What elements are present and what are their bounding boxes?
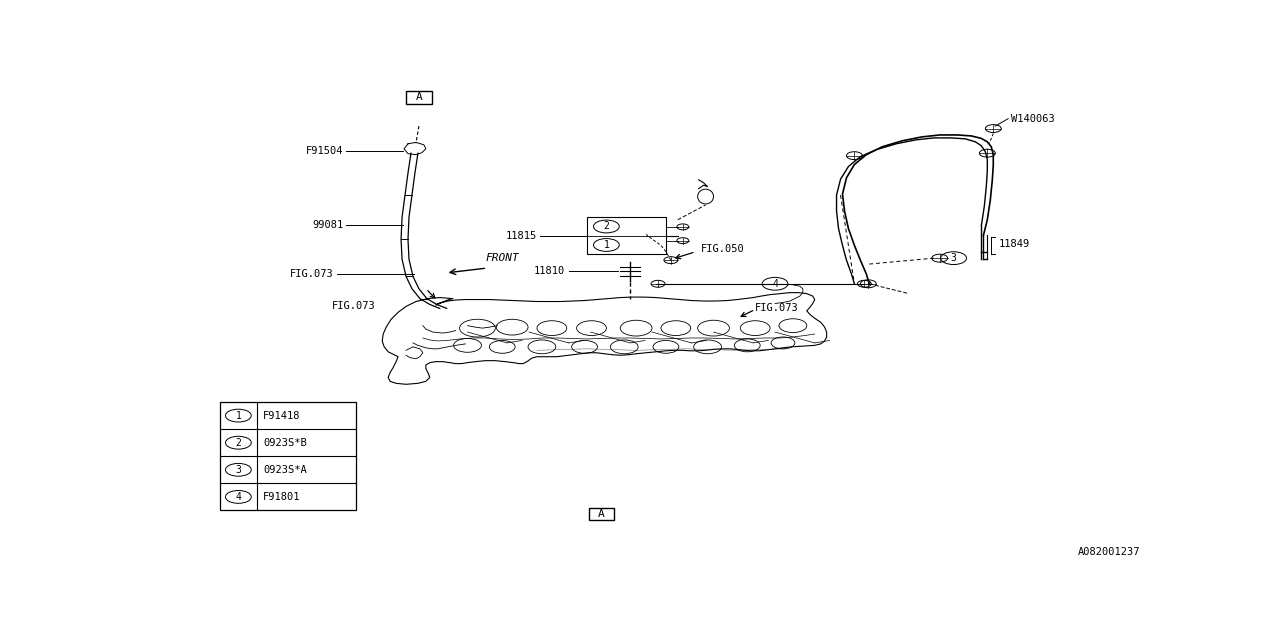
Text: 4: 4 [236,492,242,502]
Text: 11815: 11815 [506,231,538,241]
Text: FIG.073: FIG.073 [289,269,334,279]
Text: 3: 3 [236,465,242,475]
Bar [586,217,666,254]
Bar [220,402,356,511]
Text: 11810: 11810 [534,266,564,276]
Text: FIG.050: FIG.050 [700,244,745,254]
Text: FRONT: FRONT [485,253,520,263]
Text: 0923S*A: 0923S*A [264,465,307,475]
Text: 2: 2 [603,221,609,232]
Text: 4: 4 [772,279,778,289]
Text: FIG.073: FIG.073 [332,301,375,311]
Text: 2: 2 [236,438,242,448]
Text: 3: 3 [951,253,956,263]
Bar [589,508,614,520]
Text: A082001237: A082001237 [1078,547,1140,557]
Text: W140063: W140063 [1011,114,1055,124]
Text: A: A [598,509,605,519]
Text: FIG.073: FIG.073 [755,303,799,314]
Text: A: A [416,93,422,102]
Text: 99081: 99081 [312,220,343,230]
Text: 11849: 11849 [998,239,1029,250]
Text: F91801: F91801 [264,492,301,502]
Text: F91504: F91504 [306,146,343,156]
Text: 1: 1 [236,411,242,420]
Text: F91418: F91418 [264,411,301,420]
Bar [406,91,431,104]
Text: 1: 1 [603,240,609,250]
Text: 0923S*B: 0923S*B [264,438,307,448]
